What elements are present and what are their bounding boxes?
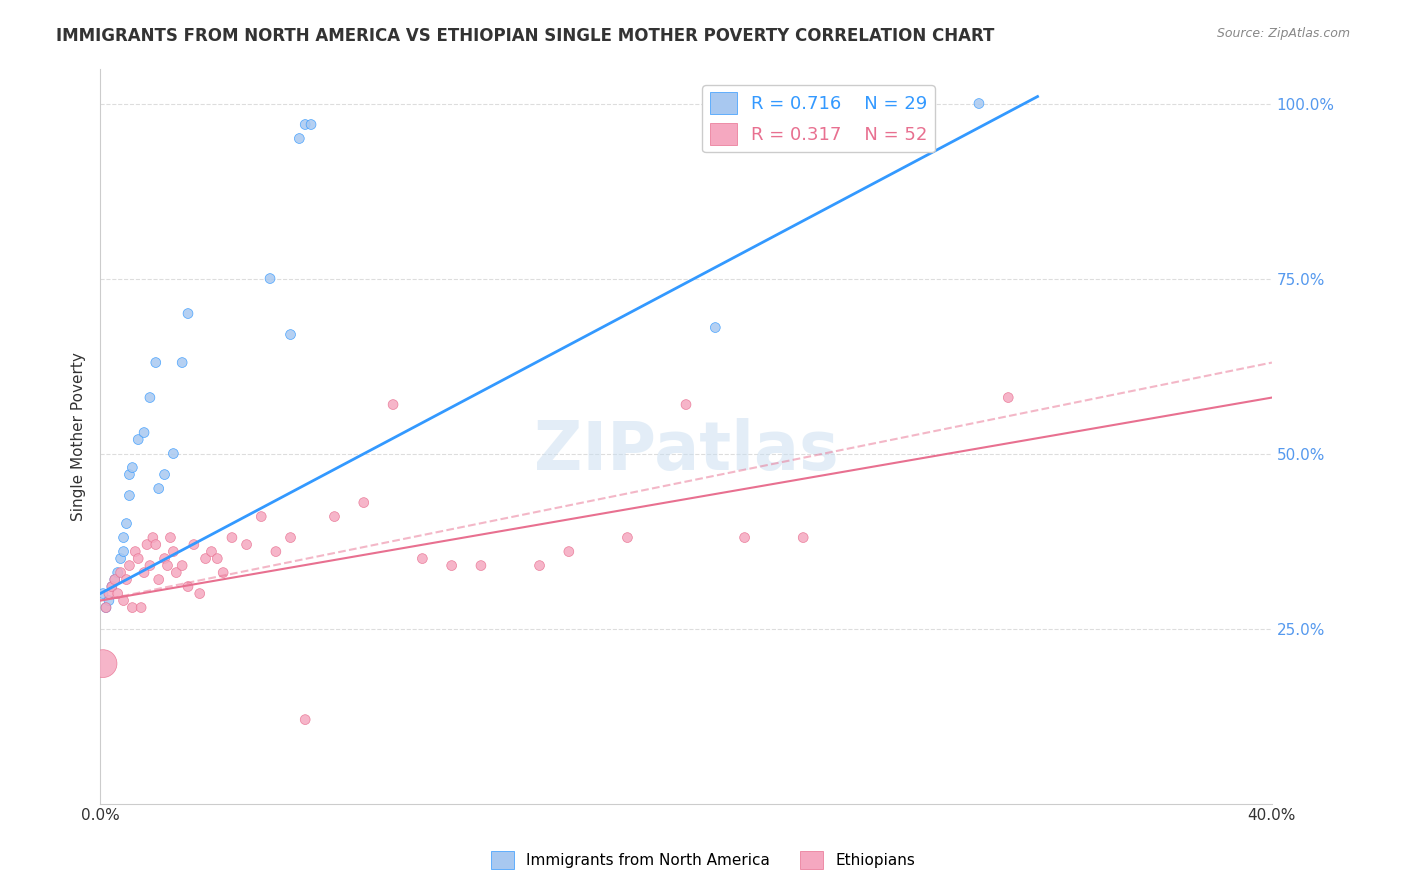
- Point: [118, 558, 141, 573]
- Point: [112, 544, 135, 558]
- Point: [212, 566, 235, 580]
- Point: [107, 566, 129, 580]
- Point: [280, 531, 302, 545]
- Point: [177, 580, 200, 594]
- Point: [411, 551, 433, 566]
- Point: [235, 538, 257, 552]
- Point: [264, 544, 287, 558]
- Point: [616, 531, 638, 545]
- Point: [110, 551, 132, 566]
- Point: [200, 544, 222, 558]
- Legend: Immigrants from North America, Ethiopians: Immigrants from North America, Ethiopian…: [485, 845, 921, 875]
- Point: [145, 538, 167, 552]
- Point: [97, 593, 120, 607]
- Point: [172, 558, 194, 573]
- Point: [792, 531, 814, 545]
- Point: [221, 531, 243, 545]
- Point: [124, 544, 146, 558]
- Point: [207, 551, 229, 566]
- Point: [94, 600, 117, 615]
- Point: [148, 482, 170, 496]
- Point: [118, 489, 141, 503]
- Point: [104, 573, 127, 587]
- Point: [115, 516, 138, 531]
- Point: [148, 573, 170, 587]
- Point: [115, 573, 138, 587]
- Point: [153, 467, 176, 482]
- Point: [470, 558, 492, 573]
- Point: [110, 566, 132, 580]
- Point: [288, 131, 311, 145]
- Point: [323, 509, 346, 524]
- Point: [529, 558, 551, 573]
- Point: [382, 398, 405, 412]
- Point: [194, 551, 217, 566]
- Point: [172, 355, 194, 369]
- Point: [101, 580, 124, 594]
- Point: [91, 657, 114, 671]
- Point: [675, 398, 697, 412]
- Legend: R = 0.716    N = 29, R = 0.317    N = 52: R = 0.716 N = 29, R = 0.317 N = 52: [703, 85, 935, 153]
- Point: [118, 467, 141, 482]
- Point: [440, 558, 463, 573]
- Point: [132, 425, 155, 440]
- Point: [136, 538, 159, 552]
- Point: [101, 580, 124, 594]
- Point: [162, 446, 184, 460]
- Point: [294, 118, 316, 132]
- Point: [177, 307, 200, 321]
- Y-axis label: Single Mother Poverty: Single Mother Poverty: [72, 351, 86, 521]
- Point: [145, 355, 167, 369]
- Point: [127, 433, 149, 447]
- Point: [107, 586, 129, 600]
- Point: [188, 586, 211, 600]
- Text: IMMIGRANTS FROM NORTH AMERICA VS ETHIOPIAN SINGLE MOTHER POVERTY CORRELATION CHA: IMMIGRANTS FROM NORTH AMERICA VS ETHIOPI…: [56, 27, 994, 45]
- Point: [159, 531, 181, 545]
- Point: [165, 566, 187, 580]
- Point: [997, 391, 1019, 405]
- Point: [112, 593, 135, 607]
- Point: [132, 566, 155, 580]
- Point: [156, 558, 179, 573]
- Point: [280, 327, 302, 342]
- Point: [153, 551, 176, 566]
- Point: [294, 713, 316, 727]
- Point: [162, 544, 184, 558]
- Point: [139, 391, 162, 405]
- Point: [121, 460, 143, 475]
- Point: [558, 544, 581, 558]
- Text: Source: ZipAtlas.com: Source: ZipAtlas.com: [1216, 27, 1350, 40]
- Point: [259, 271, 281, 285]
- Point: [353, 495, 375, 509]
- Point: [299, 118, 322, 132]
- Text: ZIPatlas: ZIPatlas: [534, 417, 838, 483]
- Point: [91, 586, 114, 600]
- Point: [104, 573, 127, 587]
- Point: [97, 586, 120, 600]
- Point: [121, 600, 143, 615]
- Point: [129, 600, 152, 615]
- Point: [183, 538, 205, 552]
- Point: [250, 509, 273, 524]
- Point: [139, 558, 162, 573]
- Point: [142, 531, 165, 545]
- Point: [112, 531, 135, 545]
- Point: [734, 531, 756, 545]
- Point: [94, 600, 117, 615]
- Point: [967, 96, 990, 111]
- Point: [704, 320, 727, 334]
- Point: [127, 551, 149, 566]
